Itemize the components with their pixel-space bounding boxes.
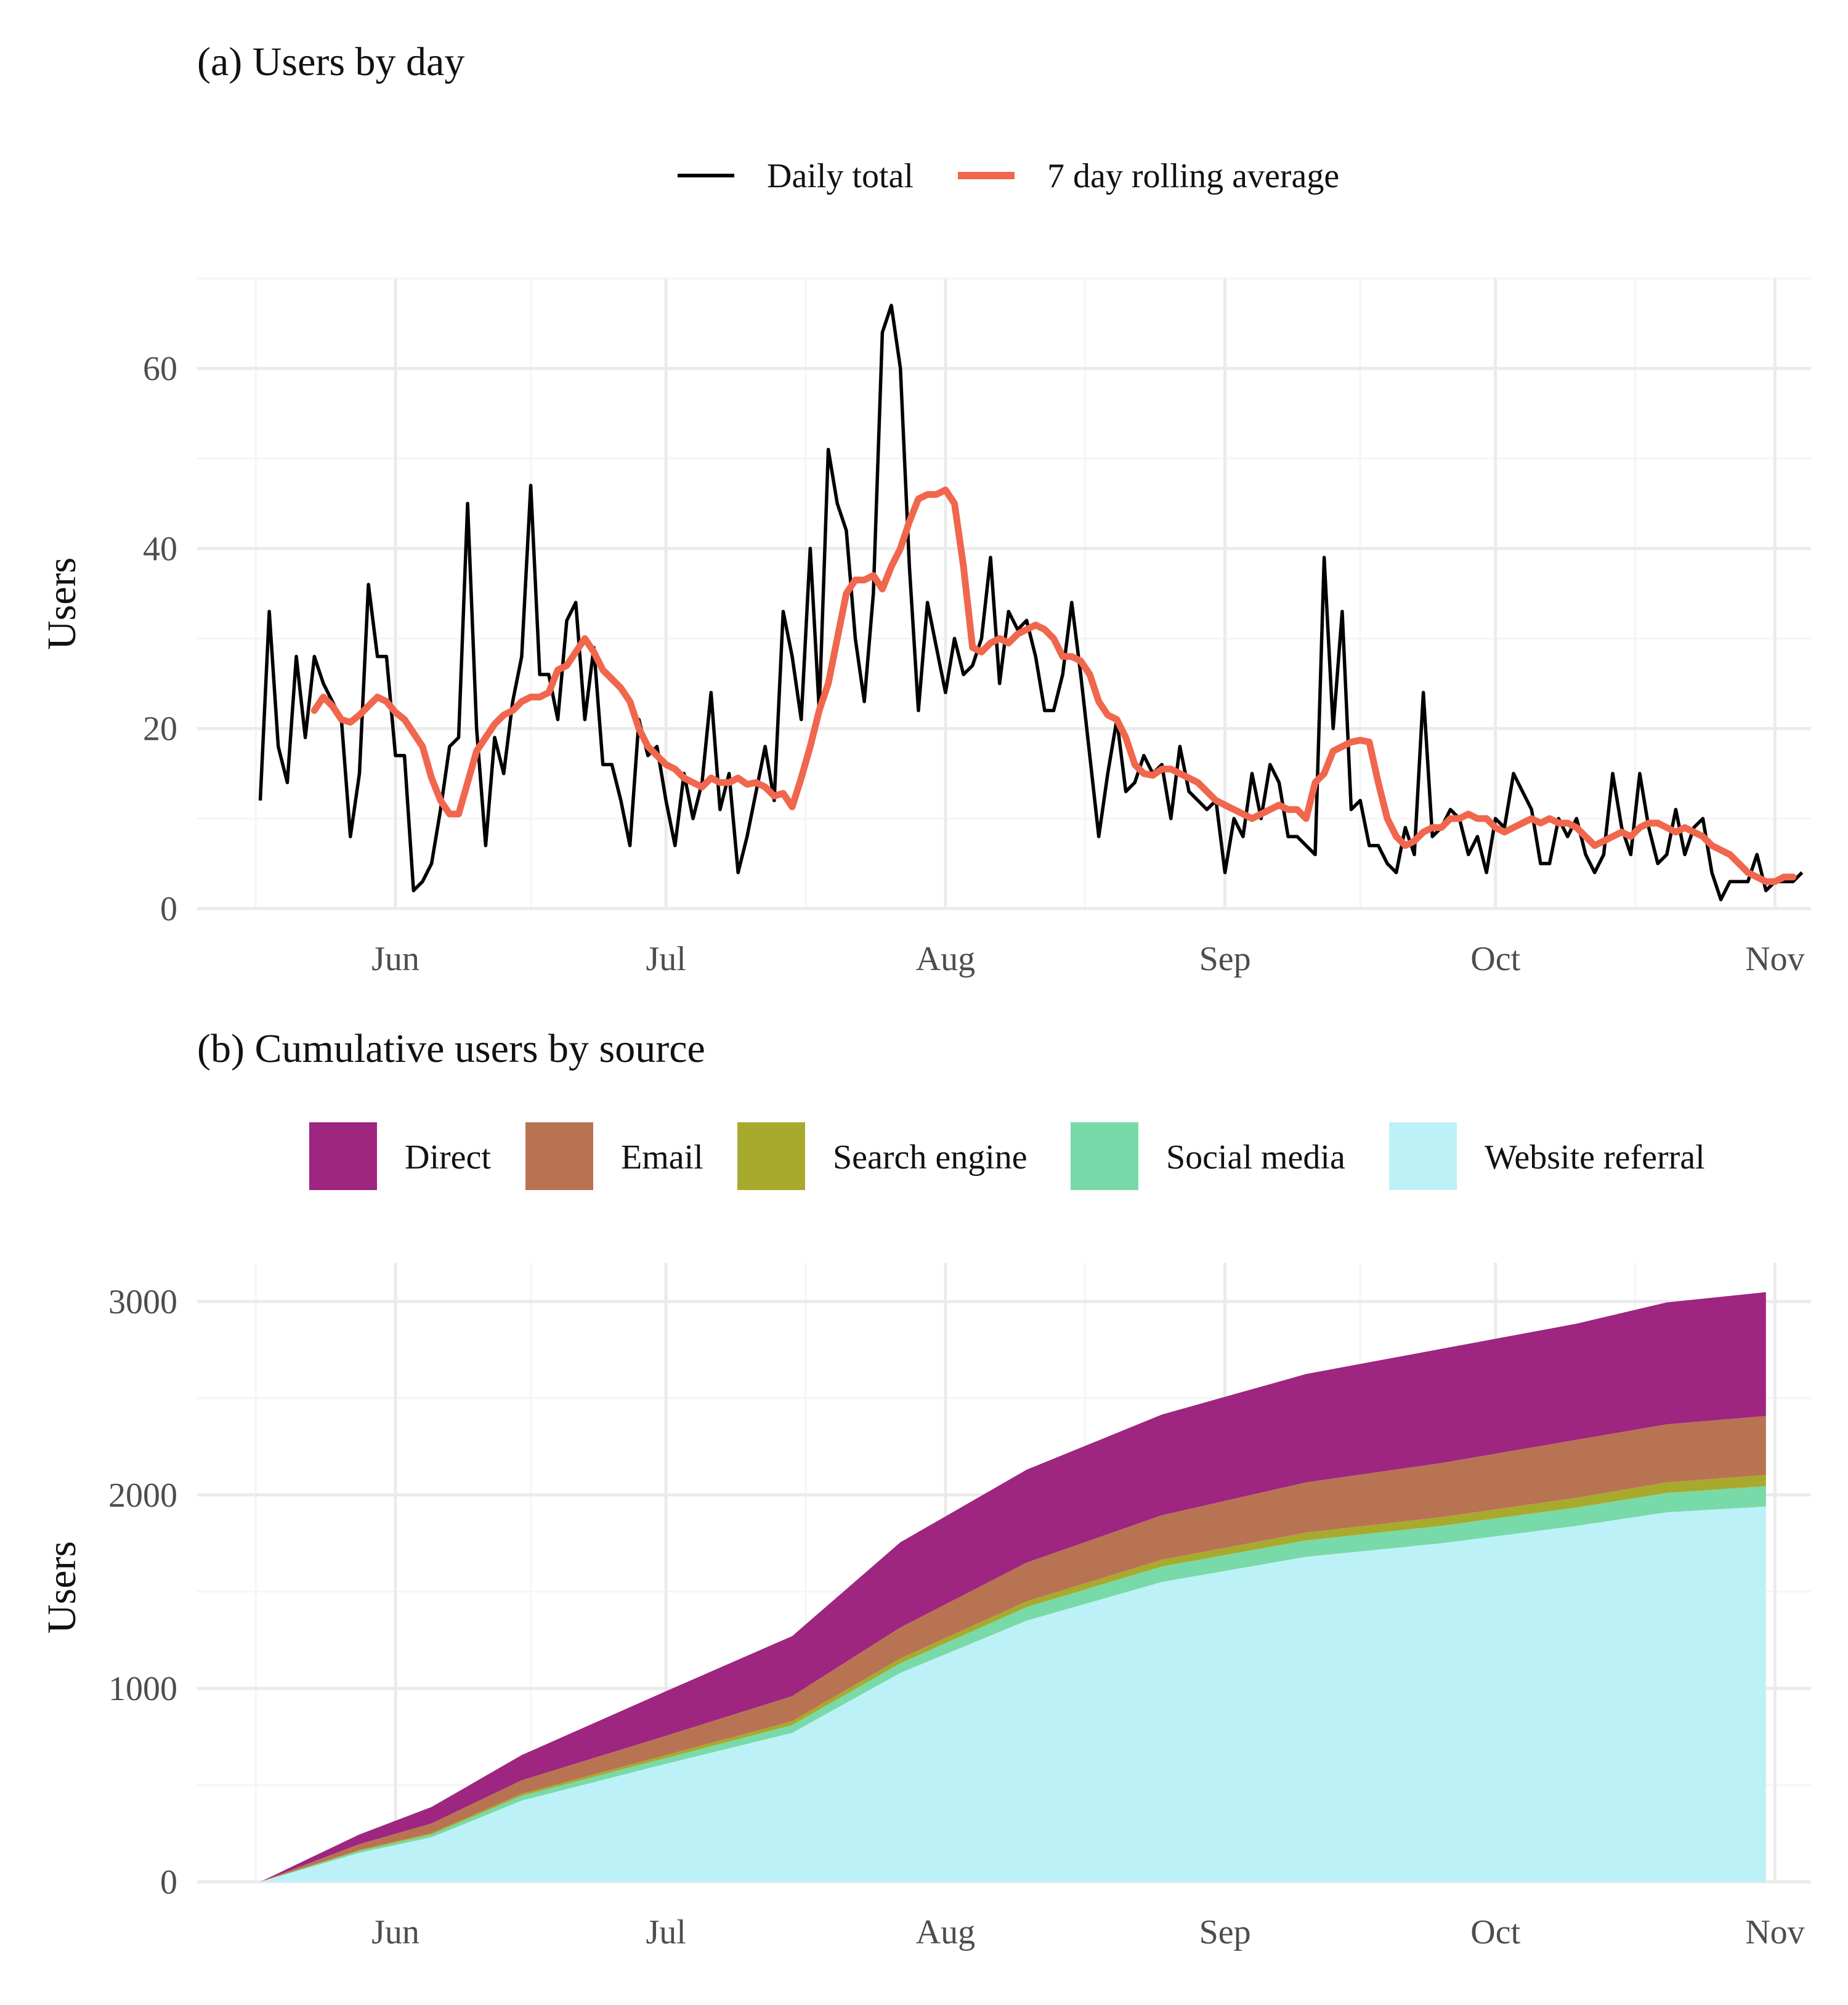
chart-a-y-tick-label: 20 (143, 710, 177, 748)
chart-a-y-tick-label: 40 (143, 530, 177, 568)
chart-a-x-tick-label: Nov (1745, 940, 1804, 978)
chart-a-y-tick-label: 60 (143, 350, 177, 388)
legend-label-social-media: Social media (1166, 1138, 1345, 1177)
chart-a-x-tick-label: Jun (371, 940, 419, 978)
legend-label-daily-total: Daily total (767, 157, 914, 195)
daily-total-line (258, 304, 1804, 902)
legend-label-website-referral: Website referral (1485, 1138, 1705, 1177)
chart-a-plot: Jun Jul Aug Sep Oct Nov 0 20 40 60 (143, 277, 1811, 978)
area-email (260, 1416, 1766, 1882)
chart-b-x-tick-label: Oct (1470, 1913, 1520, 1951)
legend-label-direct: Direct (405, 1138, 491, 1177)
chart-a-title: (a) Users by day (197, 39, 464, 84)
legend-label-email: Email (621, 1138, 703, 1177)
legend-swatch-email (525, 1122, 593, 1190)
chart-a-x-tick-label: Aug (916, 940, 975, 978)
legend-swatch-direct (309, 1122, 377, 1190)
chart-b-x-tick-label: Aug (916, 1913, 975, 1951)
chart-b-x-tick-label: Jul (646, 1913, 686, 1951)
legend-label-rolling-average: 7 day rolling average (1047, 157, 1339, 195)
chart-a-x-tick-label: Jul (646, 940, 686, 978)
chart-a-ylabel: Users (39, 557, 84, 650)
legend-label-search-engine: Search engine (833, 1138, 1027, 1177)
chart-b-y-tick-label: 2000 (108, 1476, 177, 1515)
area-direct (260, 1292, 1766, 1882)
legend-swatch-social-media (1071, 1122, 1138, 1190)
chart-b-y-tick-label: 1000 (108, 1670, 177, 1708)
chart-b-ylabel: Users (39, 1541, 84, 1634)
chart-b-x-tick-label: Nov (1745, 1913, 1804, 1951)
legend-swatch-search-engine (737, 1122, 805, 1190)
chart-b-legend: Direct Email Search engine Social media Webs… (309, 1122, 1705, 1190)
chart-b-x-tick-label: Jun (371, 1913, 419, 1951)
chart-a-x-tick-label: Oct (1470, 940, 1520, 978)
chart-b-title: (b) Cumulative users by source (197, 1026, 705, 1071)
chart-a-legend: Daily total 7 day rolling average (678, 157, 1339, 195)
legend-swatch-website-referral (1389, 1122, 1457, 1190)
chart-b-plot: Jun Jul Aug Sep Oct Nov 0 1000 2000 3000 (108, 1263, 1811, 1951)
chart-b-x-tick-label: Sep (1199, 1913, 1251, 1951)
rolling-average-line (310, 486, 1797, 885)
chart-b-y-tick-label: 0 (160, 1863, 177, 1902)
chart-a-x-tick-label: Sep (1199, 940, 1251, 978)
chart-b-y-tick-label: 3000 (108, 1283, 177, 1321)
chart-a-y-tick-label: 0 (160, 890, 177, 928)
area-website-referral (260, 1506, 1766, 1882)
